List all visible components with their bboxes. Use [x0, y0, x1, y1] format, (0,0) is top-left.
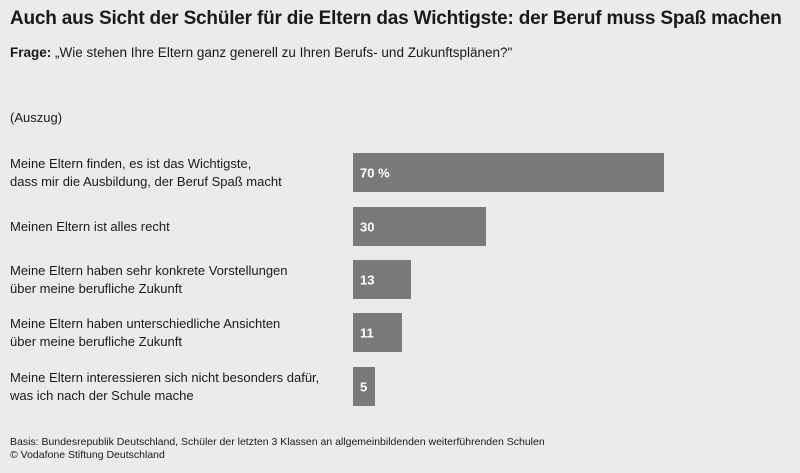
- bar-value-label: 70 %: [360, 165, 390, 180]
- bar-row: Meinen Eltern ist alles recht 30: [0, 207, 800, 246]
- footer: Basis: Bundesrepublik Deutschland, Schül…: [10, 436, 545, 462]
- category-label-line: Meine Eltern haben sehr konkrete Vorstel…: [10, 262, 288, 278]
- category-label-line: dass mir die Ausbildung, der Beruf Spaß …: [10, 173, 282, 189]
- bar-row: Meine Eltern finden, es ist das Wichtigs…: [0, 153, 800, 192]
- category-label: Meinen Eltern ist alles recht: [10, 218, 330, 236]
- bar-row: Meine Eltern haben sehr konkrete Vorstel…: [0, 260, 800, 299]
- bar-row: Meine Eltern haben unterschiedliche Ansi…: [0, 313, 800, 352]
- question-label: Frage:: [10, 45, 52, 60]
- bar-value-label: 30: [360, 219, 375, 234]
- bar: 70 %: [353, 153, 664, 192]
- category-label: Meine Eltern finden, es ist das Wichtigs…: [10, 155, 330, 191]
- question: Frage: „Wie stehen Ihre Eltern ganz gene…: [10, 45, 512, 60]
- footer-copyright: © Vodafone Stiftung Deutschland: [10, 449, 165, 461]
- category-label-line: Meinen Eltern ist alles recht: [10, 218, 170, 234]
- bar: 13: [353, 260, 411, 299]
- footer-basis: Basis: Bundesrepublik Deutschland, Schül…: [10, 436, 545, 448]
- category-label-line: Meine Eltern interessieren sich nicht be…: [10, 369, 320, 385]
- excerpt-note: (Auszug): [10, 110, 63, 125]
- category-label-line: Meine Eltern finden, es ist das Wichtigs…: [10, 155, 252, 171]
- bar-value-label: 11: [360, 325, 374, 340]
- bar: 5: [353, 367, 375, 406]
- bar: 30: [353, 207, 486, 246]
- bar-value-label: 13: [360, 272, 375, 287]
- category-label: Meine Eltern interessieren sich nicht be…: [10, 369, 330, 405]
- category-label-line: über meine berufliche Zukunft: [10, 280, 182, 296]
- category-label: Meine Eltern haben sehr konkrete Vorstel…: [10, 262, 330, 298]
- category-label-line: über meine berufliche Zukunft: [10, 333, 182, 349]
- category-label: Meine Eltern haben unterschiedliche Ansi…: [10, 315, 330, 351]
- chart-title: Auch aus Sicht der Schüler für die Elter…: [10, 8, 782, 29]
- bar-value-label: 5: [360, 379, 368, 394]
- category-label-line: was ich nach der Schule mache: [10, 387, 194, 403]
- bar-row: Meine Eltern interessieren sich nicht be…: [0, 367, 800, 406]
- bar: 11: [353, 313, 402, 352]
- category-label-line: Meine Eltern haben unterschiedliche Ansi…: [10, 315, 281, 331]
- question-text: „Wie stehen Ihre Eltern ganz generell zu…: [51, 45, 513, 60]
